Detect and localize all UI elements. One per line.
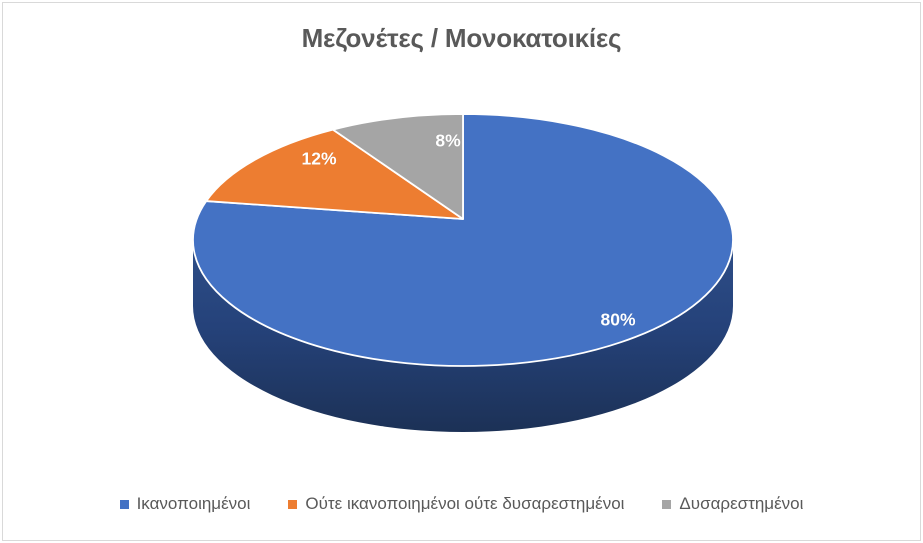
legend: Ικανοποιημένοι Ούτε ικανοποιημένοι ούτε …	[3, 494, 920, 514]
data-label-2: 8%	[435, 130, 461, 151]
legend-marker	[288, 499, 298, 509]
legend-label: Ούτε ικανοποιημένοι ούτε δυσαρεστημένοι	[305, 494, 625, 513]
chart-title: Μεζονέτες / Μονοκατοικίες	[301, 23, 622, 53]
pie-slice-1	[205, 128, 464, 220]
pie-slice-2	[332, 113, 464, 220]
legend-label: Ικανοποιημένοι	[136, 494, 251, 513]
legend-marker	[119, 499, 129, 509]
data-label-1: 12%	[301, 148, 337, 169]
pie-slice-0	[192, 113, 734, 367]
legend-label: Δυσαρεστημένοι	[679, 494, 804, 513]
legend-item-satisfied: Ικανοποιημένοι	[119, 494, 251, 514]
legend-item-dissatisfied: Δυσαρεστημένοι	[662, 494, 803, 514]
data-label-0: 80%	[600, 309, 636, 330]
pie-slice-0-side	[193, 240, 733, 432]
legend-item-neutral: Ούτε ικανοποιημένοι ούτε δυσαρεστημένοι	[288, 494, 624, 514]
legend-marker	[662, 499, 672, 509]
pie-chart-3d	[192, 113, 734, 432]
